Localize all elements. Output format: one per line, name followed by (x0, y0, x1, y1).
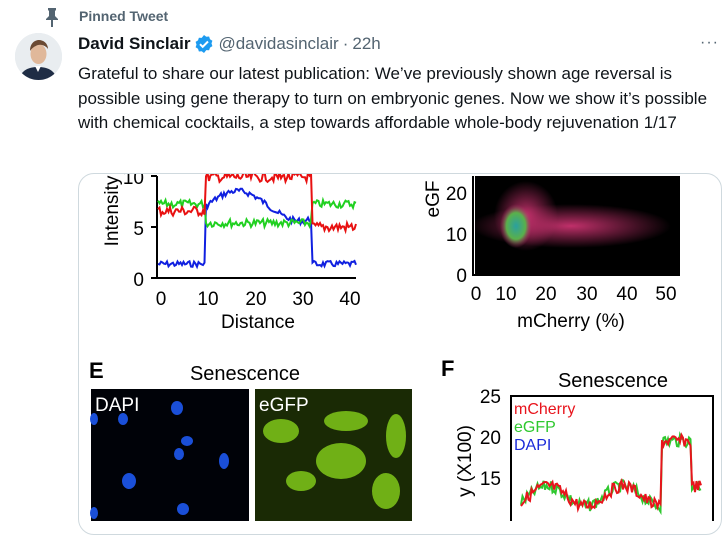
tweet-text: Grateful to share our latest publication… (78, 64, 708, 132)
more-options-icon[interactable]: ··· (700, 34, 719, 51)
panel-e-title: Senescence (190, 363, 300, 385)
f-ylabel: y (X100) (455, 425, 476, 497)
left-xlabel: Distance (221, 312, 295, 333)
f-ytick: 25 (480, 387, 501, 408)
right-xtick: 0 (471, 284, 482, 305)
right-density-plot: 20 10 0 0 10 20 30 40 50 mCherry (%) eGF (423, 176, 680, 332)
right-ytick: 0 (456, 266, 467, 287)
blue-trace (157, 187, 357, 270)
pinned-tweet-label: Pinned Tweet (79, 8, 169, 24)
f-ytick: 20 (480, 428, 501, 449)
panel-f-letter: F (441, 356, 454, 381)
right-xtick: 50 (655, 284, 676, 305)
left-ytick: 0 (133, 270, 144, 291)
red-trace (157, 174, 357, 235)
right-xtick: 10 (495, 284, 516, 305)
right-ytick: 10 (446, 225, 467, 246)
tweet-timestamp[interactable]: 22h (352, 34, 381, 53)
panel-f-title: Senescence (558, 370, 668, 392)
author-name[interactable]: David Sinclair (78, 34, 191, 53)
left-ylabel: Intensity (102, 175, 123, 246)
left-xtick: 40 (339, 289, 360, 310)
left-line-plot: 10 5 0 0 10 20 30 40 Distance Intensity (102, 173, 361, 333)
right-xlabel: mCherry (%) (517, 311, 625, 332)
right-xtick: 40 (616, 284, 637, 305)
left-xtick: 0 (156, 289, 167, 310)
avatar[interactable] (15, 33, 62, 80)
left-xtick: 30 (292, 289, 313, 310)
legend-mcherry: mCherry (514, 401, 575, 418)
left-xtick: 20 (245, 289, 266, 310)
left-ytick: 10 (123, 173, 144, 189)
right-xtick: 20 (535, 284, 556, 305)
panel-f: F Senescence 25 20 15 y (X100) mCherry e… (441, 356, 714, 521)
verified-badge-icon (196, 35, 213, 53)
pin-icon (46, 8, 58, 27)
right-ylabel: eGF (423, 181, 444, 218)
figure-image: 10 5 0 0 10 20 30 40 Distance Intensity … (89, 173, 714, 521)
green-trace (157, 196, 357, 231)
dapi-label: DAPI (95, 395, 139, 416)
author-handle[interactable]: @davidasinclair (218, 34, 339, 53)
legend-dapi: DAPI (514, 437, 551, 454)
separator: · (342, 34, 349, 53)
panel-e: E Senescence DAPI eGFP (89, 358, 412, 521)
right-ytick: 20 (446, 184, 467, 205)
f-red-trace (520, 432, 702, 513)
left-xtick: 10 (197, 289, 218, 310)
legend-egfp: eGFP (514, 419, 556, 436)
right-xtick: 30 (576, 284, 597, 305)
panel-e-letter: E (89, 358, 104, 383)
left-ytick: 5 (133, 219, 144, 240)
egfp-label: eGFP (259, 395, 309, 416)
f-ytick: 15 (480, 469, 501, 490)
tweet-media[interactable]: 10 5 0 0 10 20 30 40 Distance Intensity … (78, 173, 722, 535)
tweet-header: David Sinclair @davidasinclair · 22h (78, 34, 381, 54)
